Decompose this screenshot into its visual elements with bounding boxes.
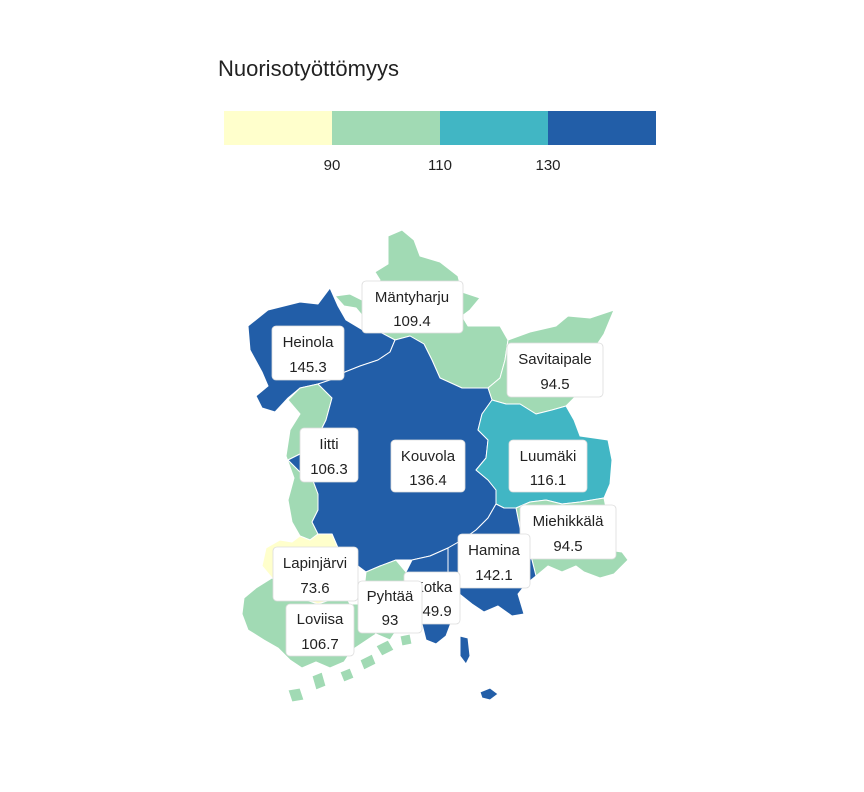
label-name: Loviisa xyxy=(297,611,344,628)
label-pyhtaa: Pyhtää 93 xyxy=(357,580,423,634)
label-loviisa: Loviisa 106.7 xyxy=(285,603,355,657)
region-kotka-island-1[interactable] xyxy=(459,635,471,665)
region-loviisa-island-1[interactable] xyxy=(311,671,327,691)
region-kotka-island-2[interactable] xyxy=(479,687,499,701)
label-name: Pyhtää xyxy=(367,588,414,605)
label-heinola: Heinola 145.3 xyxy=(271,325,345,381)
region-pyhtaa-island-2[interactable] xyxy=(359,653,377,671)
label-savitaipale: Savitaipale 94.5 xyxy=(506,342,604,398)
label-name: Heinola xyxy=(283,334,335,351)
label-value: 142.1 xyxy=(475,567,513,584)
region-loviisa-island-3[interactable] xyxy=(339,667,355,683)
label-kouvola: Kouvola 136.4 xyxy=(390,439,466,493)
label-miehikkala: Miehikkälä 94.5 xyxy=(519,504,617,560)
label-lapinjarvi: Lapinjärvi 73.6 xyxy=(272,546,359,602)
label-iitti: Iitti 106.3 xyxy=(299,427,359,483)
label-name: Kouvola xyxy=(401,448,456,465)
label-hamina: Hamina 142.1 xyxy=(457,533,531,589)
label-value: 149.9 xyxy=(414,603,452,620)
label-value: 94.5 xyxy=(540,376,569,393)
label-name: Mäntyharju xyxy=(375,289,449,306)
label-mantyharju: Mäntyharju 109.4 xyxy=(361,280,464,334)
region-pyhtaa-island-1[interactable] xyxy=(375,639,395,657)
label-name: Miehikkälä xyxy=(533,513,605,530)
label-value: 106.7 xyxy=(301,636,339,653)
label-luumaki: Luumäki 116.1 xyxy=(508,439,588,493)
label-value: 109.4 xyxy=(393,313,431,330)
label-value: 116.1 xyxy=(530,472,566,489)
label-value: 106.3 xyxy=(310,461,348,478)
label-name: Kotka xyxy=(414,579,453,596)
region-pyhtaa-island-3[interactable] xyxy=(399,633,413,647)
label-name: Luumäki xyxy=(520,448,577,465)
label-name: Lapinjärvi xyxy=(283,555,347,572)
label-value: 93 xyxy=(382,612,399,629)
map-title: Nuorisotyöttömyys xyxy=(218,56,399,81)
region-loviisa-island-2[interactable] xyxy=(287,687,305,703)
label-name: Iitti xyxy=(319,436,338,453)
label-name: Hamina xyxy=(468,542,520,559)
label-name: Savitaipale xyxy=(518,351,591,368)
label-value: 73.6 xyxy=(300,580,329,597)
label-value: 136.4 xyxy=(409,472,447,489)
label-value: 145.3 xyxy=(289,359,327,376)
label-value: 94.5 xyxy=(553,538,582,555)
